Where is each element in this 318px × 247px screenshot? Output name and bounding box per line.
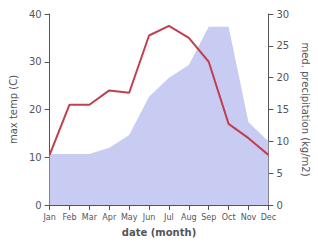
svg-text:Jul: Jul <box>163 213 174 222</box>
svg-text:Jan: Jan <box>42 213 55 222</box>
svg-text:Jun: Jun <box>142 213 156 222</box>
svg-text:Sep: Sep <box>201 213 216 222</box>
svg-text:0: 0 <box>276 200 282 211</box>
svg-text:date (month): date (month) <box>122 227 196 238</box>
svg-text:30: 30 <box>276 9 289 20</box>
svg-text:20: 20 <box>29 104 42 115</box>
svg-text:15: 15 <box>276 104 289 115</box>
svg-text:0: 0 <box>35 200 41 211</box>
svg-text:May: May <box>121 213 138 222</box>
svg-text:Nov: Nov <box>241 213 257 222</box>
svg-text:Oct: Oct <box>222 213 236 222</box>
svg-text:10: 10 <box>29 152 42 163</box>
svg-text:5: 5 <box>276 168 282 179</box>
svg-text:Dec: Dec <box>261 213 276 222</box>
svg-text:20: 20 <box>276 72 289 83</box>
svg-text:max temp (C): max temp (C) <box>8 75 19 144</box>
svg-text:Mar: Mar <box>82 213 98 222</box>
svg-text:30: 30 <box>29 56 42 67</box>
svg-text:10: 10 <box>276 136 289 147</box>
svg-text:Apr: Apr <box>102 213 117 222</box>
svg-text:Aug: Aug <box>181 213 197 222</box>
svg-text:med. precipitation (kg/m2): med. precipitation (kg/m2) <box>300 42 311 176</box>
svg-text:40: 40 <box>29 9 42 20</box>
svg-text:25: 25 <box>276 40 289 51</box>
svg-text:Feb: Feb <box>62 213 76 222</box>
